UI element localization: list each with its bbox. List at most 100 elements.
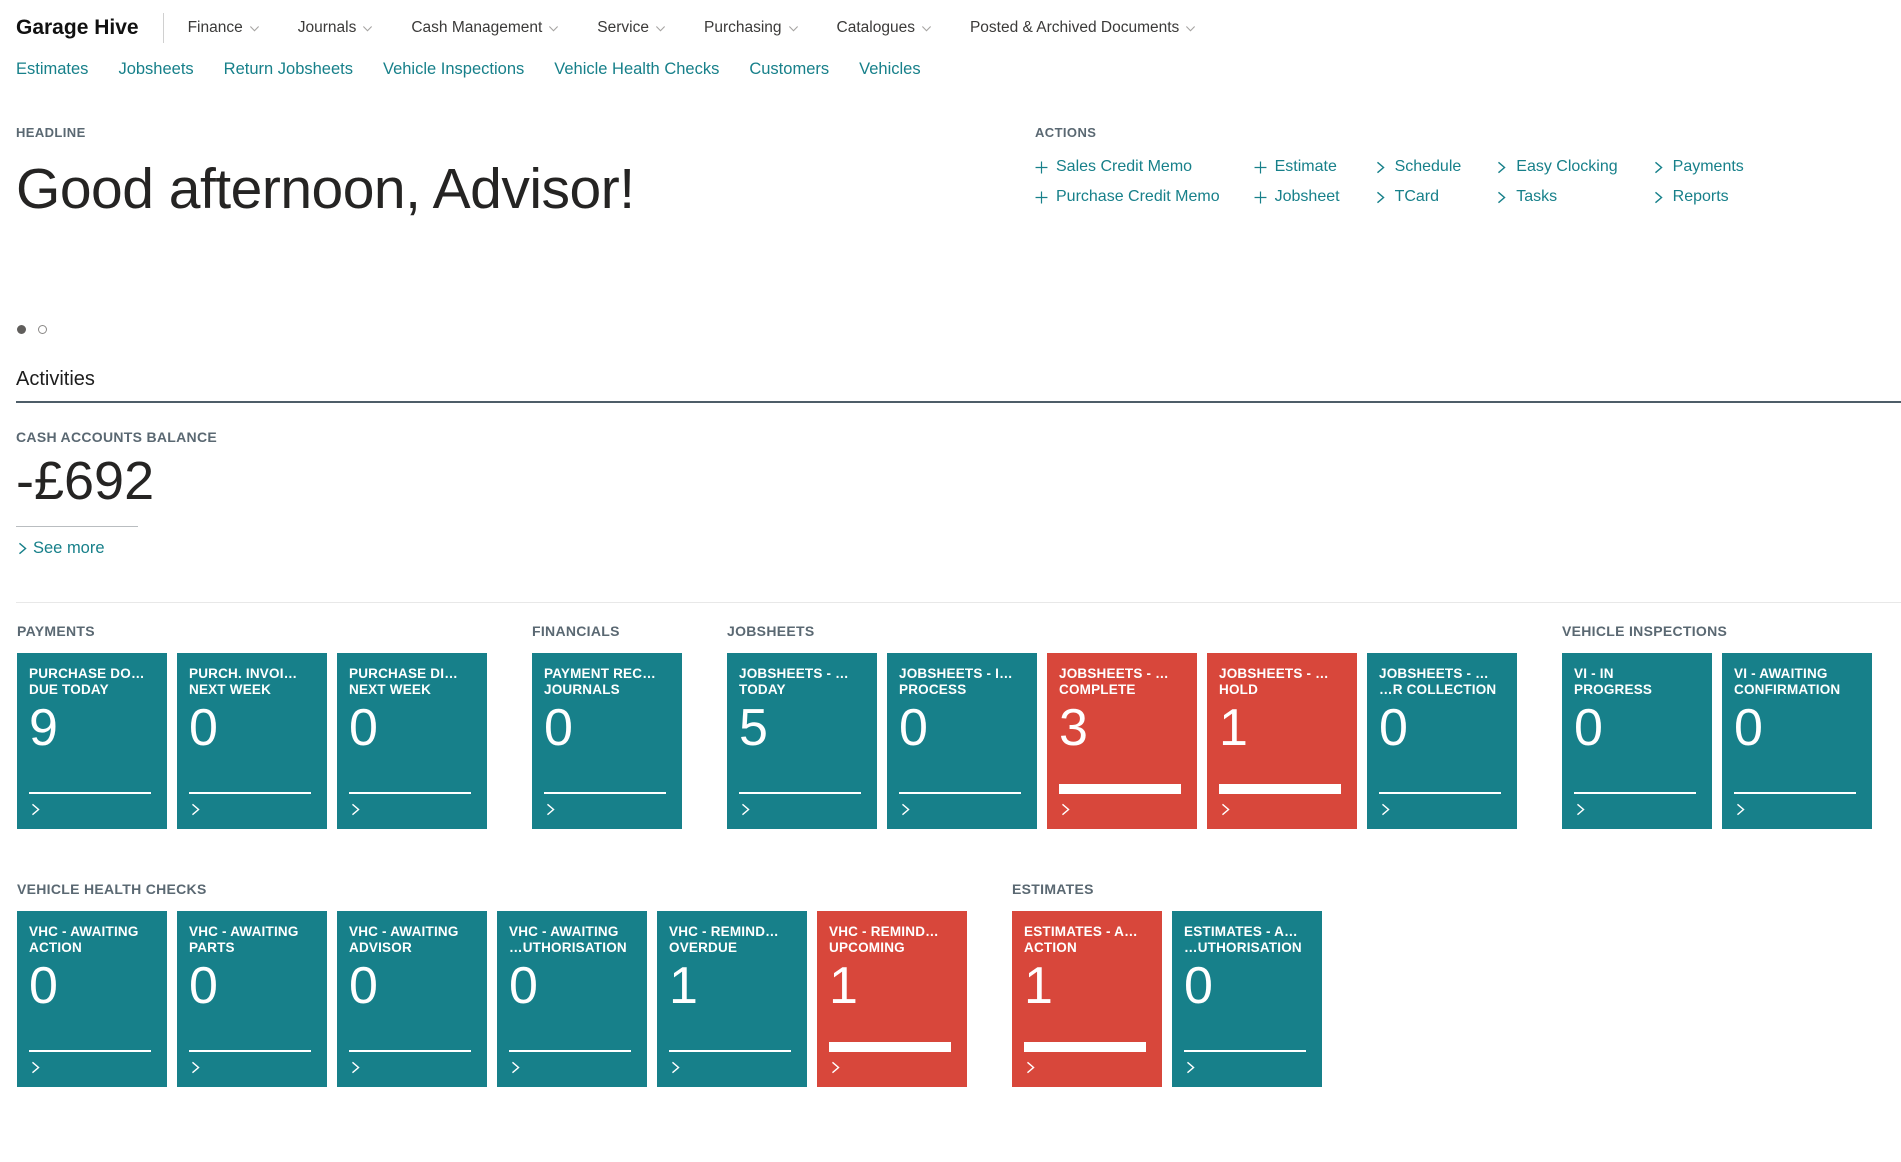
action-column: Estimate Jobsheet <box>1254 158 1340 206</box>
chevron-right-icon <box>1374 191 1387 204</box>
tile-rule <box>739 791 861 794</box>
nav-separator <box>162 13 164 43</box>
tile-group-tiles: PURCHASE DO… DUE TODAY 9 PURCH. INVOI… NEX… <box>17 652 487 829</box>
chevron-right-icon <box>669 1061 795 1075</box>
tile-rule <box>1024 1041 1146 1052</box>
tile-group-vehicle-inspections: VEHICLE INSPECTIONS VI - IN PROGRESS 0 VI -… <box>1562 623 1872 829</box>
menu-item-finance[interactable]: Finance <box>188 19 260 37</box>
subnav-item-estimates[interactable]: Estimates <box>16 60 89 78</box>
tile-group-tiles: ESTIMATES - A… ACTION 1 ESTIMATES - A… …UT… <box>1012 910 1322 1087</box>
cue-tile-jobsheets-r-collection[interactable]: JOBSHEETS - … …R COLLECTION 0 <box>1367 652 1517 829</box>
see-more-link[interactable]: See more <box>16 539 105 558</box>
cue-tile-estimates-a-action[interactable]: ESTIMATES - A… ACTION 1 <box>1012 910 1162 1087</box>
action-column: Easy Clocking Tasks <box>1495 158 1618 206</box>
subnav-item-return-jobsheets[interactable]: Return Jobsheets <box>223 60 353 78</box>
cue-tile-vhc-awaiting-advisor[interactable]: VHC - AWAITING ADVISOR 0 <box>337 910 487 1087</box>
action-jobsheet[interactable]: Jobsheet <box>1254 188 1340 206</box>
tile-group-vehicle-health-checks: VEHICLE HEALTH CHECKS VHC - AWAITING ACTI… <box>17 881 967 1087</box>
menu-item-journals[interactable]: Journals <box>298 19 374 37</box>
tile-label: PAYMENT REC… JOURNALS <box>544 665 656 698</box>
tile-rule <box>1734 791 1856 794</box>
chevron-right-icon <box>1184 1061 1310 1075</box>
action-sales-credit-memo[interactable]: Sales Credit Memo <box>1035 158 1220 176</box>
menu-item-cash-management[interactable]: Cash Management <box>411 19 559 37</box>
tile-label: JOBSHEETS - … HOLD <box>1219 665 1329 698</box>
tile-group-caption: JOBSHEETS <box>727 622 815 639</box>
subnav-item-vehicles[interactable]: Vehicles <box>859 60 921 78</box>
cash-balance-value[interactable]: -£692 <box>16 451 155 511</box>
chevron-right-icon <box>1024 1061 1150 1075</box>
cue-tile-purchase-do-due-today[interactable]: PURCHASE DO… DUE TODAY 9 <box>17 652 167 829</box>
chevron-down-icon <box>548 23 559 34</box>
tile-label: JOBSHEETS - … TODAY <box>739 665 849 698</box>
action-label: Purchase Credit Memo <box>1056 188 1220 205</box>
cue-tile-payment-rec-journals[interactable]: PAYMENT REC… JOURNALS 0 <box>532 652 682 829</box>
chevron-right-icon <box>1652 161 1665 174</box>
tile-value: 0 <box>349 698 378 757</box>
cue-tile-purch-invoi-next-week[interactable]: PURCH. INVOI… NEXT WEEK 0 <box>177 652 327 829</box>
action-easy-clocking[interactable]: Easy Clocking <box>1495 158 1618 176</box>
tile-label: ESTIMATES - A… ACTION <box>1024 923 1138 956</box>
tile-label: VHC - AWAITING ADVISOR <box>349 923 459 956</box>
chevron-down-icon <box>249 23 260 34</box>
tile-rule <box>1379 791 1501 794</box>
action-payments[interactable]: Payments <box>1652 158 1744 176</box>
tile-value: 0 <box>1379 698 1408 757</box>
carousel-dot-2[interactable] <box>38 325 47 334</box>
tile-rule <box>189 791 311 794</box>
cue-tile-vhc-awaiting-action[interactable]: VHC - AWAITING ACTION 0 <box>17 910 167 1087</box>
cue-tile-jobsheets-complete[interactable]: JOBSHEETS - … COMPLETE 3 <box>1047 652 1197 829</box>
subnav-item-customers[interactable]: Customers <box>749 60 830 78</box>
tile-group-tiles: VHC - AWAITING ACTION 0 VHC - AWAITING PAR… <box>17 910 967 1087</box>
chevron-down-icon <box>921 23 932 34</box>
tile-group-tiles: PAYMENT REC… JOURNALS 0 <box>532 652 682 829</box>
menu-item-purchasing[interactable]: Purchasing <box>704 19 799 37</box>
cue-tile-vhc-awaiting-uthorisation[interactable]: VHC - AWAITING …UTHORISATION 0 <box>497 910 647 1087</box>
cue-tile-jobsheets-today[interactable]: JOBSHEETS - … TODAY 5 <box>727 652 877 829</box>
greeting-text: Good afternoon, Advisor! <box>16 157 635 221</box>
menu-item-catalogues[interactable]: Catalogues <box>837 19 932 37</box>
chevron-right-icon <box>1734 803 1860 817</box>
chevron-right-icon <box>1495 161 1508 174</box>
subnav-item-vehicle-inspections[interactable]: Vehicle Inspections <box>382 60 525 78</box>
actions-grid: Sales Credit Memo Purchase Credit Memo Est… <box>1035 158 1744 206</box>
carousel-dot-1[interactable] <box>17 325 26 334</box>
tile-group-financials: FINANCIALS PAYMENT REC… JOURNALS 0 <box>532 623 682 829</box>
cue-tile-vhc-remind-overdue[interactable]: VHC - REMIND… OVERDUE 1 <box>657 910 807 1087</box>
actions-label: ACTIONS <box>1035 125 1097 140</box>
cue-tile-vhc-remind-upcoming[interactable]: VHC - REMIND… UPCOMING 1 <box>817 910 967 1087</box>
menu-item-label: Finance <box>187 19 243 36</box>
action-reports[interactable]: Reports <box>1652 188 1744 206</box>
tile-rule <box>189 1049 311 1052</box>
action-purchase-credit-memo[interactable]: Purchase Credit Memo <box>1035 188 1220 206</box>
tile-row-2: VEHICLE HEALTH CHECKS VHC - AWAITING ACTI… <box>0 881 1901 1087</box>
cue-tile-vi-awaiting-confirmation[interactable]: VI - AWAITING CONFIRMATION 0 <box>1722 652 1872 829</box>
menu-item-service[interactable]: Service <box>597 19 666 37</box>
menu-item-posted-archived-documents[interactable]: Posted & Archived Documents <box>970 19 1196 37</box>
cue-tile-estimates-a-uthorisation[interactable]: ESTIMATES - A… …UTHORISATION 0 <box>1172 910 1322 1087</box>
headline-block: HEADLINE Good afternoon, Advisor! <box>16 125 1885 222</box>
action-schedule[interactable]: Schedule <box>1374 158 1461 176</box>
cue-tile-purchase-di-next-week[interactable]: PURCHASE DI… NEXT WEEK 0 <box>337 652 487 829</box>
cue-tile-vhc-awaiting-parts[interactable]: VHC - AWAITING PARTS 0 <box>177 910 327 1087</box>
activities-title[interactable]: Activities <box>16 368 95 390</box>
cue-tile-jobsheets-i-process[interactable]: JOBSHEETS - I… PROCESS 0 <box>887 652 1037 829</box>
tile-value: 0 <box>509 956 538 1015</box>
chevron-down-icon <box>362 23 373 34</box>
action-tcard[interactable]: TCard <box>1374 188 1462 206</box>
tile-value: 3 <box>1059 698 1088 757</box>
tile-rule <box>509 1049 631 1052</box>
app-brand[interactable]: Garage Hive <box>16 16 139 39</box>
action-tasks[interactable]: Tasks <box>1495 188 1617 206</box>
tile-group-tiles: JOBSHEETS - … TODAY 5 JOBSHEETS - I… PROCE… <box>727 652 1517 829</box>
tile-group-estimates: ESTIMATES ESTIMATES - A… ACTION 1 ESTIMATES… <box>1012 881 1322 1087</box>
subnav-item-vehicle-health-checks[interactable]: Vehicle Health Checks <box>554 60 720 78</box>
chevron-down-icon <box>655 23 666 34</box>
action-estimate[interactable]: Estimate <box>1254 158 1340 176</box>
tile-value: 0 <box>349 956 378 1015</box>
cue-tile-vi-in-progress[interactable]: VI - IN PROGRESS 0 <box>1562 652 1712 829</box>
subnav-item-jobsheets[interactable]: Jobsheets <box>118 60 194 78</box>
action-label: Tasks <box>1516 188 1558 205</box>
plus-icon <box>1035 191 1048 204</box>
cue-tile-jobsheets-hold[interactable]: JOBSHEETS - … HOLD 1 <box>1207 652 1357 829</box>
